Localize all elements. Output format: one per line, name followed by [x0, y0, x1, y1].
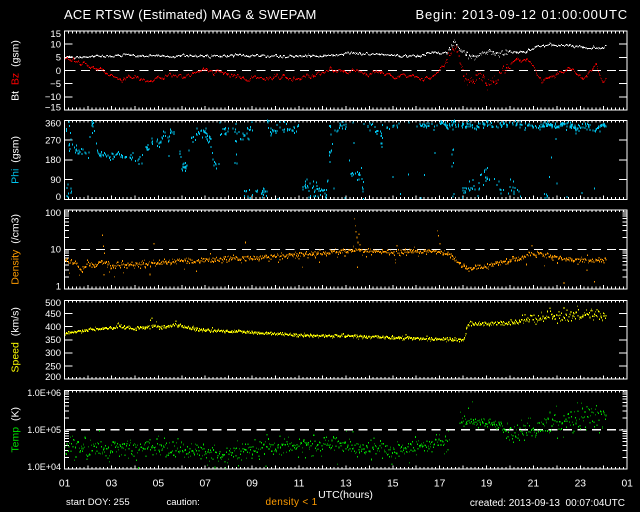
svg-text:01: 01	[621, 479, 633, 490]
svg-text:450: 450	[45, 309, 61, 320]
svg-text:−15: −15	[45, 103, 61, 114]
svg-text:density < 1: density < 1	[266, 497, 318, 508]
svg-text:500: 500	[45, 298, 61, 309]
svg-text:Phi (gsm): Phi (gsm)	[10, 136, 22, 184]
svg-text:180: 180	[45, 155, 61, 166]
svg-text:5: 5	[56, 53, 61, 64]
svg-text:Speed (km/s): Speed (km/s)	[10, 307, 22, 372]
svg-text:400: 400	[45, 322, 61, 333]
svg-text:270: 270	[45, 136, 61, 147]
svg-text:caution:: caution:	[167, 497, 200, 508]
svg-text:−10: −10	[45, 92, 61, 103]
svg-text:17: 17	[434, 479, 446, 490]
svg-text:300: 300	[45, 348, 61, 359]
svg-text:Bt Bz (gsm): Bt Bz (gsm)	[10, 40, 22, 101]
svg-text:1.0E+04: 1.0E+04	[27, 462, 61, 472]
svg-text:1: 1	[56, 282, 61, 293]
svg-text:1.0E+06: 1.0E+06	[27, 388, 61, 398]
svg-text:start DOY: 255: start DOY: 255	[66, 497, 130, 508]
svg-text:250: 250	[45, 361, 61, 372]
svg-text:19: 19	[481, 479, 493, 490]
svg-text:0: 0	[56, 66, 61, 77]
svg-text:ACE RTSW (Estimated) MAG & SWE: ACE RTSW (Estimated) MAG & SWEPAM	[64, 7, 317, 22]
svg-text:0: 0	[56, 192, 61, 203]
svg-text:Density (/cm3): Density (/cm3)	[10, 214, 22, 285]
svg-text:23: 23	[575, 479, 587, 490]
svg-text:11: 11	[294, 479, 305, 490]
svg-text:Temp (K): Temp (K)	[10, 407, 22, 453]
svg-text:09: 09	[246, 479, 258, 490]
svg-text:07: 07	[199, 479, 211, 490]
svg-text:1.0E+05: 1.0E+05	[27, 425, 61, 435]
svg-text:10: 10	[50, 245, 61, 256]
svg-text:01: 01	[59, 479, 71, 490]
svg-text:−5: −5	[50, 79, 61, 90]
svg-text:03: 03	[106, 479, 118, 490]
svg-text:UTC(hours): UTC(hours)	[318, 489, 373, 501]
svg-text:100: 100	[45, 208, 61, 219]
svg-text:13: 13	[340, 479, 352, 490]
svg-text:21: 21	[528, 479, 540, 490]
svg-text:15: 15	[50, 29, 61, 40]
svg-text:360: 360	[45, 118, 61, 129]
svg-text:Begin: 2013-09-12 01:00:00UTC: Begin: 2013-09-12 01:00:00UTC	[415, 7, 628, 22]
svg-text:90: 90	[50, 175, 61, 186]
svg-text:10: 10	[50, 40, 61, 51]
svg-text:350: 350	[45, 335, 61, 346]
svg-text:05: 05	[153, 479, 165, 490]
svg-text:created: 2013-09-13 00:07:04U: created: 2013-09-13 00:07:04UTC	[470, 498, 625, 509]
svg-text:15: 15	[387, 479, 399, 490]
svg-text:200: 200	[45, 372, 61, 383]
